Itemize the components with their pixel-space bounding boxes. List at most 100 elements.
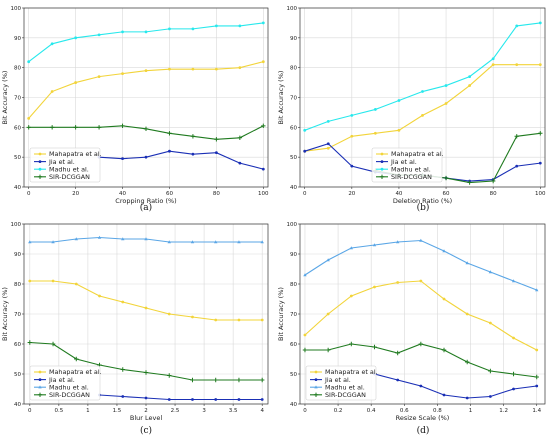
series	[303, 21, 542, 132]
data-point	[419, 238, 423, 242]
data-point	[213, 377, 218, 383]
data-point	[167, 373, 172, 378]
data-point	[28, 240, 32, 244]
data-point	[514, 134, 519, 139]
data-point	[303, 333, 307, 337]
data-point	[26, 125, 31, 130]
data-point	[303, 273, 307, 277]
series	[28, 235, 264, 244]
data-point	[350, 114, 354, 117]
data-point	[214, 137, 219, 142]
legend-label: SIR-DCGGAN	[325, 391, 366, 399]
y-tick-label: 50	[290, 372, 297, 378]
chart-panel: 0 20 40 60 80 100 40 50 60 70 80 90 100 Cropping Rati…	[1, 6, 269, 213]
y-tick-label: 80	[290, 66, 297, 72]
legend-label: Jia et al.	[48, 376, 75, 384]
data-point	[73, 125, 78, 130]
y-axis-label: Bit Accuracy (%)	[1, 287, 9, 341]
data-point	[511, 279, 516, 283]
data-point	[190, 240, 195, 244]
legend-label: Mahapatra et al.	[391, 150, 444, 158]
legend-marker	[314, 385, 318, 389]
data-point	[512, 387, 515, 391]
data-point	[121, 30, 124, 34]
legend-marker	[37, 392, 43, 397]
y-tick-label: 60	[14, 125, 21, 131]
x-tick-label: 40	[119, 191, 126, 197]
data-point	[303, 149, 307, 153]
data-point	[49, 125, 55, 130]
data-point	[464, 359, 470, 365]
data-point	[491, 57, 495, 61]
data-point	[491, 63, 495, 67]
legend-label: SIR-DCGGAN	[49, 173, 90, 181]
x-tick-label: 60	[166, 191, 173, 197]
legend-marker	[314, 370, 318, 374]
data-point	[50, 341, 56, 347]
data-point	[50, 42, 54, 46]
data-point	[144, 155, 148, 159]
data-point	[372, 243, 377, 247]
chart-panel: 0 0.2 0.4 0.6 0.8 1 1.2 1.4 40 50 60 70 80 90 100 Resiz…	[277, 222, 546, 436]
data-point	[214, 318, 218, 322]
data-point	[419, 279, 423, 283]
data-point	[465, 312, 469, 316]
data-point	[191, 398, 194, 401]
legend-label: Jia et al.	[48, 158, 75, 166]
data-point	[74, 282, 78, 286]
data-point	[396, 281, 400, 284]
data-point	[538, 161, 542, 165]
data-point	[488, 395, 492, 398]
data-point	[488, 270, 493, 274]
data-point	[490, 178, 496, 184]
data-point	[121, 72, 124, 76]
y-tick-label: 70	[290, 96, 297, 102]
x-tick-label: 0.5	[54, 408, 63, 414]
data-point	[468, 75, 472, 79]
data-point	[467, 180, 472, 185]
legend: Mahapatra et al.Jia et al.Madhu et al.SI…	[371, 147, 444, 183]
data-point	[97, 33, 101, 37]
data-point	[326, 146, 330, 150]
data-point	[442, 249, 446, 253]
data-point	[488, 368, 493, 374]
data-point	[515, 164, 519, 168]
legend-label: SIR-DCGGAN	[49, 391, 90, 399]
data-point	[418, 341, 424, 347]
series	[27, 340, 265, 383]
data-point	[515, 24, 519, 28]
data-point	[397, 128, 401, 132]
data-point	[236, 377, 242, 383]
data-point	[144, 396, 148, 400]
data-point	[535, 288, 539, 292]
x-tick-label: 0	[303, 191, 307, 197]
series-line	[99, 150, 264, 170]
plot-frame	[299, 223, 546, 405]
data-point	[167, 131, 172, 136]
data-point	[144, 306, 148, 310]
y-tick-label: 60	[290, 125, 297, 131]
data-point	[121, 395, 125, 398]
data-point	[261, 123, 266, 129]
y-tick-label: 50	[290, 155, 297, 161]
y-tick-label: 40	[14, 402, 21, 408]
data-point	[238, 24, 242, 28]
data-point	[28, 279, 32, 283]
legend-marker	[314, 378, 318, 381]
data-point	[214, 398, 218, 401]
data-point	[511, 371, 516, 377]
legend: Mahapatra et al.Jia et al.Madhu et al.SI…	[29, 365, 102, 401]
chart-panel: 0 0.5 1 1.5 2 2.5 3 3.5 4 40 50 60 70 80 90 100 Blur Lev…	[1, 222, 269, 436]
x-tick-label: 1	[469, 408, 473, 414]
data-point	[191, 67, 195, 71]
plot-frame	[23, 223, 269, 405]
data-point	[421, 90, 424, 93]
data-point	[237, 240, 241, 244]
data-point	[259, 377, 265, 383]
x-axis-label: Blur Level	[130, 414, 162, 422]
legend-marker	[380, 160, 384, 164]
y-tick-label: 70	[14, 96, 21, 102]
data-point	[538, 21, 542, 25]
data-point	[465, 396, 469, 400]
data-point	[97, 75, 101, 79]
